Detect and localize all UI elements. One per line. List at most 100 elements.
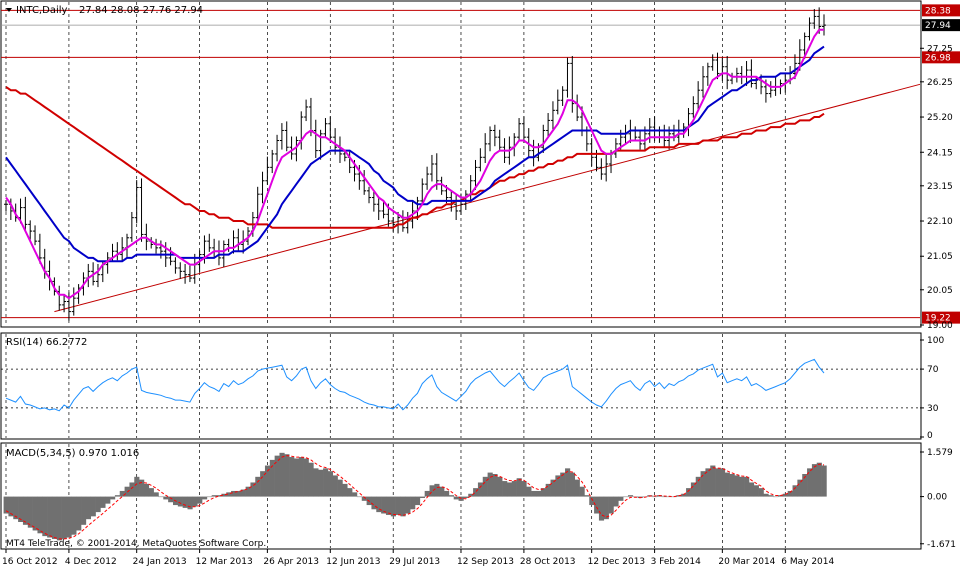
- macd-histogram-bar: [129, 482, 135, 497]
- support-trendline[interactable]: [54, 83, 921, 313]
- moving-averages: [5, 28, 825, 300]
- macd-histogram-bar: [589, 496, 595, 506]
- macd-histogram-bar: [734, 475, 740, 497]
- macd-histogram-bar: [482, 476, 488, 497]
- macd-histogram-bar: [308, 462, 314, 497]
- price-tick-label: 20.05: [927, 286, 953, 296]
- time-tick-label: 29 Jul 2013: [389, 557, 440, 567]
- macd-histogram-bar: [187, 496, 193, 510]
- macd-histogram-bar: [768, 495, 774, 497]
- macd-histogram-bar: [279, 452, 285, 497]
- macd-histogram-bar: [429, 485, 435, 497]
- rsi-panel-frame: [0, 332, 922, 440]
- macd-histogram-bar: [724, 472, 730, 497]
- macd-histogram-bar: [395, 496, 401, 515]
- macd-signal-line: [5, 455, 825, 540]
- time-tick-label: 12 Dec 2013: [588, 557, 646, 567]
- macd-histogram-bar: [565, 468, 571, 497]
- macd-histogram-bar: [303, 458, 309, 497]
- price-level-tag: [922, 4, 960, 17]
- macd-histogram-bar: [371, 496, 377, 510]
- macd-histogram-bar: [100, 496, 106, 508]
- macd-histogram-bar: [487, 472, 493, 497]
- macd-histogram-bar: [221, 493, 227, 497]
- macd-histogram-bar: [448, 495, 455, 497]
- macd-histogram-bar: [536, 490, 542, 497]
- macd-histogram-bar: [608, 496, 614, 514]
- macd-histogram-bar: [42, 496, 48, 537]
- macd-histogram-bar: [313, 468, 319, 497]
- price-tick-label: 22.10: [927, 217, 953, 227]
- symbol-title: INTC,Daily: [16, 5, 67, 16]
- macd-histogram-bar: [177, 496, 183, 507]
- macd-histogram-bar: [424, 490, 430, 497]
- macd-histogram-bar: [95, 496, 101, 513]
- macd-histogram-bar: [47, 496, 53, 538]
- macd-histogram: [3, 452, 827, 541]
- rsi-tick-label: 70: [927, 365, 939, 375]
- price-level-tag: [922, 51, 960, 64]
- time-tick-label: 4 Dec 2012: [65, 557, 117, 567]
- macd-histogram-bar: [235, 490, 242, 497]
- macd-histogram-bar: [202, 496, 208, 500]
- macd-histogram-bar: [197, 496, 203, 504]
- copyright-text: MT4 TeleTrade, © 2001-2014, MetaQuotes S…: [6, 539, 266, 549]
- macd-histogram-bar: [347, 488, 353, 497]
- macd-histogram-bar: [695, 476, 701, 497]
- macd-tick-label: 1.579: [927, 448, 953, 458]
- macd-histogram-bar: [269, 459, 275, 497]
- macd-histogram-bar: [603, 496, 609, 520]
- macd-histogram-bar: [807, 468, 813, 497]
- rsi-indicator-label: RSI(14) 66.2772: [6, 337, 87, 348]
- macd-histogram-bar: [434, 483, 440, 497]
- macd-histogram-bar: [463, 496, 469, 498]
- macd-histogram-bar: [250, 482, 256, 497]
- price-tick-label: 24.15: [927, 148, 953, 158]
- macd-histogram-bar: [85, 496, 92, 520]
- price-panel[interactable]: 28.38 26.98 19.22 27.94 27.25 26.25 25.20 24.1…: [0, 0, 960, 331]
- trendline-layer[interactable]: [54, 83, 921, 313]
- macd-histogram-bar: [27, 496, 33, 528]
- macd-histogram-bar: [627, 495, 634, 497]
- dropdown-triangle-icon[interactable]: [6, 8, 12, 12]
- macd-histogram-bar: [594, 496, 600, 514]
- macd-histogram-bar: [526, 486, 532, 497]
- macd-histogram-bar: [226, 492, 232, 497]
- symbol-header: INTC,Daily 27.84 28.08 27.76 27.94: [6, 5, 203, 16]
- macd-histogram-bar: [51, 496, 58, 539]
- macd-histogram-bar: [405, 496, 411, 514]
- macd-histogram-bar: [143, 483, 150, 497]
- time-tick-label: 28 Oct 2013: [520, 557, 576, 567]
- macd-histogram-bar: [555, 475, 561, 497]
- macd-histogram-bar: [681, 493, 687, 497]
- macd-histogram-bar: [240, 489, 246, 497]
- time-tick-label: 12 Jun 2013: [326, 557, 380, 567]
- macd-histogram-bar: [492, 474, 498, 497]
- macd-histogram-bar: [410, 496, 416, 510]
- macd-tick-label: 0.00: [927, 493, 947, 503]
- rsi-panel[interactable]: 100 70 30 0 RSI(14) 66.2772: [0, 332, 944, 441]
- macd-histogram-bar: [61, 496, 67, 539]
- macd-histogram-bar: [211, 495, 217, 497]
- macd-histogram-bar: [502, 481, 508, 497]
- price-panel-frame: [0, 0, 922, 328]
- price-level-tag: [922, 311, 960, 324]
- macd-histogram-bar: [255, 476, 261, 497]
- macd-tick-label: -1.671: [927, 540, 956, 550]
- macd-histogram-bar: [618, 496, 624, 501]
- time-tick-label: 6 May 2014: [781, 557, 834, 567]
- macd-histogram-bar: [289, 457, 295, 497]
- macd-histogram-bar: [468, 493, 474, 497]
- macd-histogram-bar: [710, 465, 716, 497]
- macd-histogram-bar: [516, 478, 522, 497]
- rsi-y-axis: 100 70 30 0: [920, 336, 944, 441]
- macd-histogram-bar: [3, 496, 9, 514]
- macd-histogram-bar: [497, 476, 503, 497]
- macd-histogram-bar: [66, 496, 72, 538]
- macd-histogram-bar: [148, 488, 154, 497]
- macd-histogram-bar: [715, 468, 721, 497]
- macd-histogram-bar: [119, 490, 125, 497]
- price-horizontal-lines[interactable]: 28.38 26.98 19.22 27.94: [1, 4, 960, 324]
